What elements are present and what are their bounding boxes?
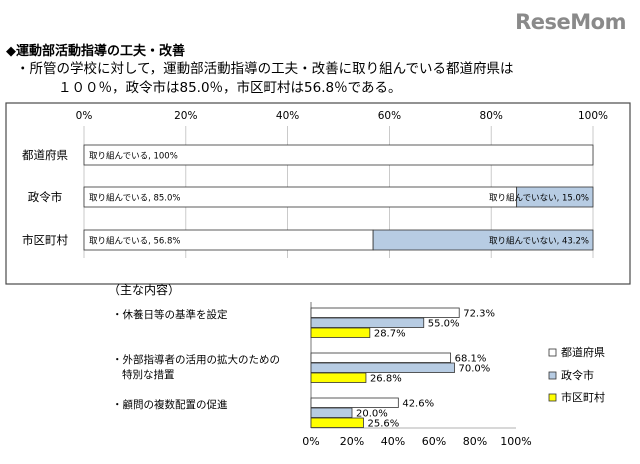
chart2-category-label: 特別な措置 [122,368,175,381]
chart2-x-tick-label: 60% [422,435,446,448]
chart2-data-label: 70.0% [459,364,491,375]
chart2-bar [310,372,367,383]
chart1-category-label: 市区町村 [22,233,68,247]
chart2-bar [310,417,364,428]
chart2-data-label: 55.0% [428,319,460,330]
chart2-bar [310,352,452,363]
chart2-data-label: 72.3% [463,309,495,320]
chart1-data-label: 取り組んでいる, 85.0% [89,193,180,204]
chart2-data-label: 28.7% [374,329,406,340]
chart2-category-label: ・外部指導者の活用の拡大のための [112,353,280,366]
chart2-data-label: 42.6% [402,399,434,410]
chart2-category-label: ・休養日等の基準を設定 [112,308,228,321]
chart1-data-label: 取り組んでいない, 43.2% [489,236,589,247]
chart1-x-tick-label: 60% [378,110,401,122]
chart2-x-tick-label: 100% [500,435,531,448]
chart1-bar [83,144,594,166]
chart1-x-tick-label: 0% [76,110,93,122]
chart2-x-tick-label: 80% [463,435,487,448]
logo: ReseMom [515,10,626,34]
chart1-x-tick-label: 100% [578,110,608,122]
chart1-x-tick-label: 20% [174,110,197,122]
chart2-legend-label: 政令市 [561,368,594,382]
chart2-legend-label: 市区町村 [561,390,605,404]
chart2-bar [310,317,425,328]
chart1-x-tick-label: 80% [480,110,503,122]
chart1-bar [516,186,594,208]
chart1-data-label: 取り組んでいる, 56.8% [89,236,180,247]
chart1-category-label: 都道府県 [22,148,68,162]
summary-line-1: ・所管の学校に対して，運動部活動指導の工夫・改善に取り組んでいる都道府県は [16,61,514,77]
chart2-legend-swatch [548,371,557,380]
chart2-legend-label: 都道府県 [561,345,605,359]
chart2-bar [310,362,455,373]
summary-text: ・所管の学校に対して，運動部活動指導の工夫・改善に取り組んでいる都道府県は １０… [16,60,626,98]
chart2-bar [310,397,399,408]
summary-line-2: １００％，政令市は85.0％，市区町村は56.8％である。 [58,80,402,96]
chart1-data-label: 取り組んでいる, 100% [89,151,178,162]
chart2-x-tick-label: 0% [302,435,319,448]
page-heading: ◆運動部活動指導の工夫・改善 [6,44,185,59]
chart2-legend-swatch [548,393,557,402]
chart1-bar [372,229,594,251]
chart2-x-tick-label: 40% [381,435,405,448]
chart2-category-label: ・顧問の複数配置の促進 [112,398,228,411]
chart1-category-label: 政令市 [28,190,63,204]
chart2-data-label: 68.1% [455,354,487,365]
chart2-data-label: 25.6% [367,419,399,430]
chart2-bar [310,407,353,418]
chart2-bar [310,307,460,318]
chart1-frame [5,102,631,285]
chart2-data-label: 26.8% [370,374,402,385]
chart2-x-tick-label: 20% [340,435,364,448]
chart2-title: （主な内容） [108,282,180,297]
chart1-x-tick-label: 40% [276,110,299,122]
chart2-legend-swatch [548,348,557,357]
chart2-bar [310,327,371,338]
chart1-data-label: 取り組んでいない, 15.0% [489,193,589,204]
chart2-data-label: 20.0% [356,409,388,420]
